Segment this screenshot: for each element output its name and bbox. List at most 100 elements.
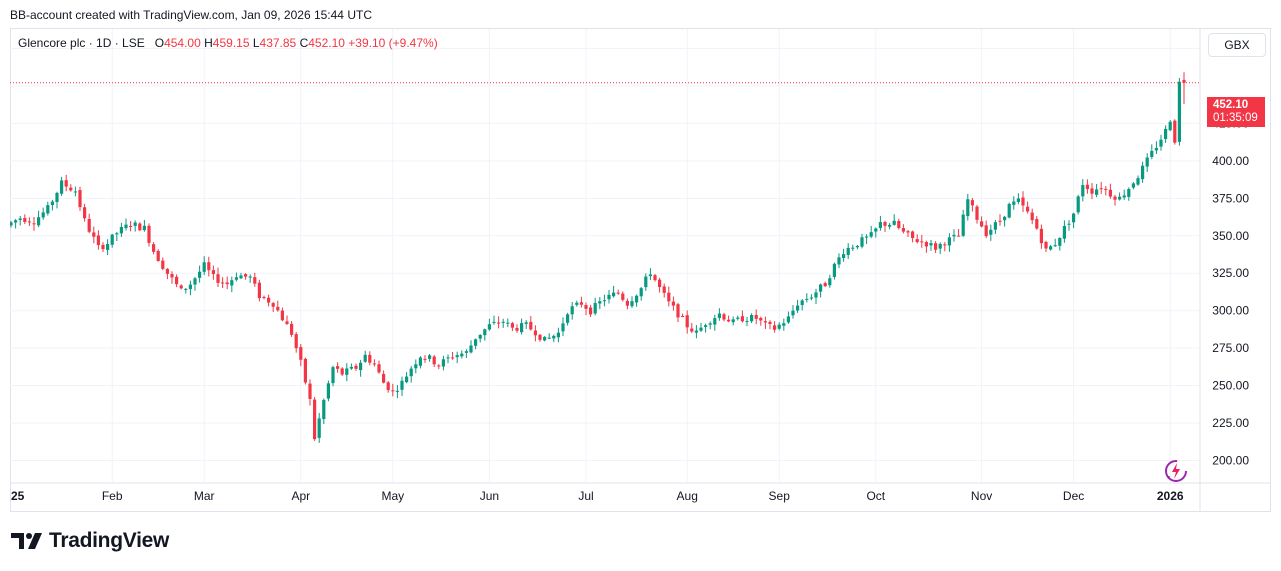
candle-body	[1122, 195, 1126, 198]
x-tick-label: Nov	[971, 489, 992, 503]
candle-body	[874, 228, 878, 232]
candle-body	[676, 304, 680, 318]
candle-body	[455, 355, 459, 358]
candle-body	[441, 359, 445, 367]
candle-body	[667, 292, 671, 302]
candle-body	[87, 218, 91, 232]
candle-body	[635, 295, 639, 303]
candle-body	[83, 207, 87, 219]
candle-body	[32, 223, 36, 225]
candle-body	[593, 303, 597, 314]
candle-body	[1159, 139, 1163, 147]
candle-body	[708, 323, 712, 325]
x-tick-label: Oct	[866, 489, 885, 503]
candle-body	[446, 357, 450, 359]
candle-body	[1104, 188, 1108, 190]
candle-body	[317, 418, 321, 438]
candle-body	[1044, 241, 1048, 249]
candle-body	[198, 271, 202, 278]
y-tick-label: 200.00	[1212, 454, 1249, 468]
x-tick-label: May	[381, 489, 404, 503]
candle-body	[161, 260, 165, 269]
candle-body	[1016, 198, 1020, 202]
candle-body	[156, 250, 160, 261]
candle-body	[984, 225, 988, 237]
replay-lightning-icon[interactable]	[1163, 458, 1189, 484]
candle-body	[529, 321, 533, 330]
candle-body	[18, 218, 22, 220]
legend-high-label: H	[204, 36, 213, 50]
candle-body	[800, 300, 804, 305]
candle-body	[736, 317, 740, 319]
candle-body	[50, 201, 54, 206]
candle-body	[1081, 185, 1085, 197]
candle-body	[740, 316, 744, 322]
candle-body	[662, 286, 666, 293]
candle-body	[349, 366, 353, 369]
candle-body	[234, 277, 238, 280]
candle-body	[1168, 121, 1172, 131]
ohlc-legend: Glencore plc · 1D · LSE O454.00 H459.15 …	[18, 36, 438, 50]
candle-body	[658, 279, 662, 288]
candle-body	[911, 231, 915, 239]
candle-body	[1177, 81, 1181, 142]
candle-body	[851, 247, 855, 249]
legend-symbol[interactable]: Glencore plc · 1D · LSE	[18, 36, 145, 50]
x-tick-label: Jul	[578, 489, 593, 503]
candle-body	[497, 322, 501, 324]
candle-body	[487, 324, 491, 330]
candle-body	[101, 244, 105, 250]
candle-body	[533, 330, 537, 336]
candle-body	[14, 220, 18, 223]
candle-body	[244, 274, 248, 277]
currency-button[interactable]: GBX	[1208, 33, 1266, 57]
last-price-tag: 452.10 01:35:09	[1207, 97, 1265, 127]
candle-body	[993, 222, 997, 230]
candle-body	[1053, 245, 1057, 247]
candle-body	[952, 234, 956, 237]
candle-body	[943, 244, 947, 246]
candle-body	[184, 288, 188, 290]
y-tick-label: 400.00	[1212, 154, 1249, 168]
candle-body	[313, 399, 317, 440]
candle-body	[722, 314, 726, 320]
candle-body	[855, 245, 859, 248]
candle-body	[147, 225, 151, 243]
candle-body	[170, 274, 174, 278]
candle-body	[717, 313, 721, 318]
legend-low-label: L	[252, 36, 260, 50]
candle-body	[1012, 201, 1016, 205]
candle-body	[248, 276, 252, 278]
candle-body	[202, 262, 206, 272]
candle-body	[796, 305, 800, 311]
brand[interactable]: TradingView	[11, 529, 169, 553]
candle-body	[391, 390, 395, 392]
candle-body	[773, 325, 777, 330]
candle-body	[60, 180, 64, 194]
candle-body	[133, 222, 137, 226]
y-tick-label: 300.00	[1212, 304, 1249, 318]
candle-body	[612, 292, 616, 297]
candle-body	[478, 335, 482, 339]
candle-body	[547, 337, 551, 339]
candle-body	[290, 323, 294, 335]
candle-body	[727, 319, 731, 322]
candle-body	[970, 200, 974, 206]
candle-body	[625, 300, 629, 306]
candle-body	[331, 367, 335, 384]
candle-body	[110, 234, 114, 245]
candle-body	[865, 236, 869, 238]
candle-body	[814, 292, 818, 298]
candle-body	[681, 315, 685, 317]
candle-body	[423, 358, 427, 360]
candle-body	[510, 323, 514, 328]
candle-body	[975, 206, 979, 220]
candle-body	[1021, 197, 1025, 206]
legend-close-value: 452.10	[308, 36, 345, 50]
legend-open-value: 454.00	[164, 36, 201, 50]
candle-body	[115, 233, 119, 235]
candle-body	[653, 275, 657, 281]
brand-name: TradingView	[49, 529, 170, 552]
candle-body	[1062, 225, 1066, 239]
